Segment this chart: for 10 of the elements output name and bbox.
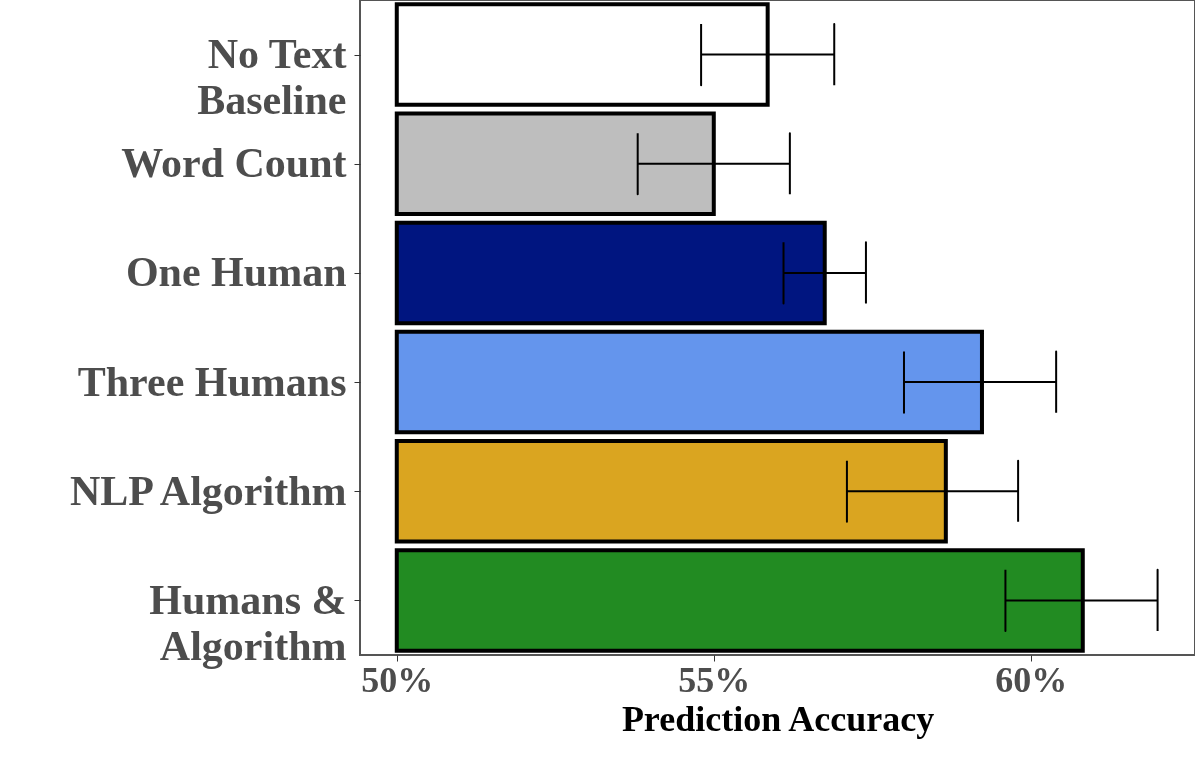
- x-tick-label: 55%: [678, 659, 751, 700]
- y-tick-label: Humans & Algorithm: [149, 576, 347, 669]
- y-tick-label: Word Count: [121, 140, 347, 187]
- x-tick-label: 60%: [995, 659, 1068, 700]
- y-tick-label: No Text Baseline: [197, 31, 347, 124]
- y-tick-label: One Human: [125, 249, 347, 296]
- x-tick-label: 50%: [361, 659, 434, 700]
- y-tick-label: Three Humans: [77, 358, 347, 405]
- x-axis-title: Prediction Accuracy: [621, 698, 935, 739]
- y-tick-label: NLP Algorithm: [69, 467, 347, 514]
